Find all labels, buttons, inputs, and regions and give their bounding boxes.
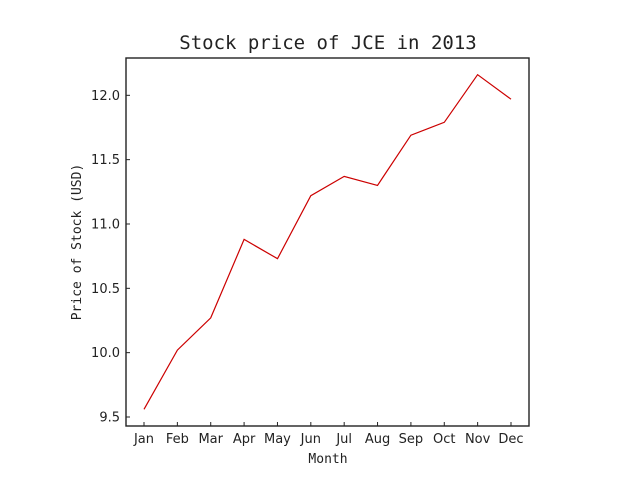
- series-line: [143, 73, 512, 410]
- y-tick-label: 11.5: [91, 153, 120, 168]
- x-tick-label: Feb: [166, 432, 189, 447]
- x-axis-ticks: Jan Feb Mar Apr May Jun Jul Aug Sep Oct Nov Dec: [133, 422, 524, 447]
- x-tick-label: Jan: [133, 432, 154, 447]
- x-tick-label: May: [264, 432, 291, 447]
- y-tick-label: 10.5: [91, 282, 120, 297]
- x-tick-label: Jun: [300, 432, 321, 447]
- x-tick-label: Mar: [198, 432, 223, 447]
- y-tick-label: 11.0: [91, 217, 120, 232]
- x-tick-label: Dec: [498, 432, 523, 447]
- x-tick-label: Jul: [335, 432, 352, 447]
- x-tick-label: Oct: [433, 432, 455, 447]
- x-tick-label: Aug: [365, 432, 390, 447]
- y-tick-label: 12.0: [91, 89, 120, 104]
- x-tick-label: Sep: [399, 432, 424, 447]
- y-axis-label: Price of Stock (USD): [70, 164, 85, 321]
- x-tick-label: Apr: [233, 432, 256, 447]
- chart-title: Stock price of JCE in 2013: [179, 32, 476, 54]
- x-axis-label: Month: [308, 452, 347, 467]
- x-tick-label: Nov: [465, 432, 491, 447]
- y-tick-label: 10.0: [91, 346, 120, 361]
- y-axis-ticks: 9.5 10.0 10.5 11.0 11.5 12.0: [91, 89, 130, 425]
- y-tick-label: 9.5: [99, 410, 120, 425]
- plot-area-frame: [125, 57, 530, 427]
